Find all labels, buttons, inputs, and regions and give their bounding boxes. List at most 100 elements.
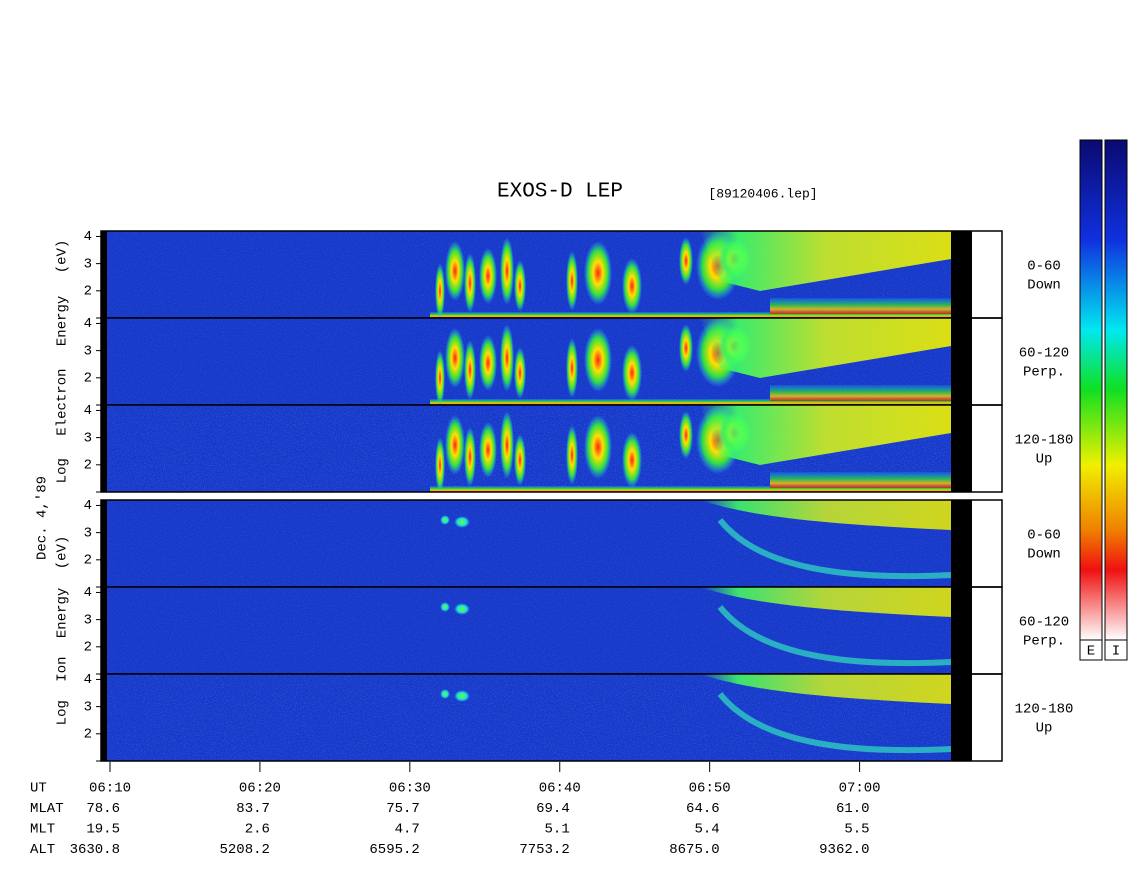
ephemeris-value: 5.5 xyxy=(844,822,869,838)
left-edge xyxy=(101,405,107,492)
feature xyxy=(479,422,497,478)
feature-band xyxy=(700,231,951,291)
panel-label: Perp. xyxy=(1023,634,1065,650)
colorbar xyxy=(1104,139,1128,641)
data-gap xyxy=(951,587,972,674)
feature xyxy=(679,411,693,459)
panel-label: Down xyxy=(1027,547,1061,563)
feature xyxy=(479,335,497,391)
ephemeris-value: 6595.2 xyxy=(369,842,419,858)
ephemeris-value: 4.7 xyxy=(395,822,420,838)
ephemeris-value: 8675.0 xyxy=(669,842,719,858)
feature-band xyxy=(700,318,951,378)
x-tick-label: 06:40 xyxy=(539,781,581,797)
panel-label: 60-120 xyxy=(1019,615,1069,631)
feature xyxy=(479,248,497,304)
panel-label: 0-60 xyxy=(1027,528,1061,544)
feature xyxy=(514,434,526,486)
ephemeris-value: 3630.8 xyxy=(70,842,120,858)
feature xyxy=(584,415,612,479)
ephemeris-name: ALT xyxy=(30,842,55,858)
ephemeris-value: 5.1 xyxy=(545,822,570,838)
ephemeris-name: MLAT xyxy=(30,801,64,817)
left-edge xyxy=(101,500,107,587)
spectrogram xyxy=(101,587,951,674)
feature xyxy=(584,241,612,305)
ephemeris-value: 75.7 xyxy=(386,801,420,817)
feature xyxy=(464,427,476,487)
x-tick-label: 06:50 xyxy=(689,781,731,797)
panel-frame xyxy=(100,673,1003,762)
feature-arc xyxy=(717,605,951,667)
y-tick-label: 2 xyxy=(84,727,92,743)
date-label: Dec. 4,'89 xyxy=(35,476,51,560)
colorbar-label: I xyxy=(1112,644,1120,660)
feature xyxy=(454,516,470,528)
panel-label: Up xyxy=(1036,721,1053,737)
y-tick-label: 4 xyxy=(84,672,92,688)
ephemeris-name: UT xyxy=(30,781,47,797)
feature xyxy=(566,425,578,485)
y-tick-label: 2 xyxy=(84,553,92,569)
feature xyxy=(514,260,526,312)
spectrogram xyxy=(101,231,951,318)
ephemeris-value: 64.6 xyxy=(686,801,720,817)
feature xyxy=(622,258,642,314)
feature-band xyxy=(700,405,951,465)
data-gap xyxy=(951,674,972,761)
feature xyxy=(566,251,578,311)
ephemeris-value: 5208.2 xyxy=(219,842,269,858)
feature-bottom xyxy=(770,298,951,314)
low-band xyxy=(430,312,951,318)
left-edge xyxy=(101,318,107,405)
y-tick-label: 3 xyxy=(84,256,92,272)
x-tick-label: 07:00 xyxy=(839,781,881,797)
data-gap xyxy=(951,405,972,492)
ephemeris-value: 69.4 xyxy=(536,801,570,817)
colorbar-label: E xyxy=(1087,644,1095,660)
spectrogram xyxy=(101,674,951,761)
feature xyxy=(679,324,693,372)
data-gap xyxy=(951,231,972,318)
y-tick-label: 2 xyxy=(84,284,92,300)
title: EXOS-D LEP xyxy=(497,181,623,204)
feature-band xyxy=(700,587,951,617)
y-tick-label: 2 xyxy=(84,371,92,387)
y-tick-label: 4 xyxy=(84,316,92,332)
ephemeris-value: 5.4 xyxy=(694,822,719,838)
feature xyxy=(584,328,612,392)
feature xyxy=(679,237,693,285)
feature xyxy=(445,415,465,475)
file-name: [89120406.lep] xyxy=(708,186,817,201)
feature xyxy=(440,689,450,699)
x-tick-label: 06:30 xyxy=(389,781,431,797)
y-tick-label: 3 xyxy=(84,612,92,628)
feature-bottom xyxy=(770,472,951,488)
panel-label: 120-180 xyxy=(1015,433,1074,449)
spectrogram xyxy=(101,318,951,405)
ephemeris-value: 19.5 xyxy=(86,822,120,838)
ephemeris-value: 61.0 xyxy=(836,801,870,817)
feature xyxy=(500,324,514,392)
low-band xyxy=(430,486,951,492)
y-tick-label: 4 xyxy=(84,585,92,601)
colorbar-key xyxy=(1079,639,1103,661)
spectrogram xyxy=(101,405,951,492)
feature xyxy=(445,328,465,388)
data-gap xyxy=(951,500,972,587)
feature-bottom xyxy=(770,385,951,401)
y-tick-label: 2 xyxy=(84,458,92,474)
feature xyxy=(500,237,514,305)
panel-label: 0-60 xyxy=(1027,259,1061,275)
y-tick-label: 3 xyxy=(84,699,92,715)
y-axis-label: Log Ion Energy (eV) xyxy=(55,536,71,726)
feature xyxy=(440,515,450,525)
colorbar-key xyxy=(1104,639,1128,661)
feature-band xyxy=(700,674,951,704)
colorbar xyxy=(1079,139,1103,641)
feature xyxy=(435,350,445,405)
y-tick-label: 2 xyxy=(84,640,92,656)
y-axis-label: Log Electron Energy (eV) xyxy=(55,240,71,484)
data-gap xyxy=(951,318,972,405)
